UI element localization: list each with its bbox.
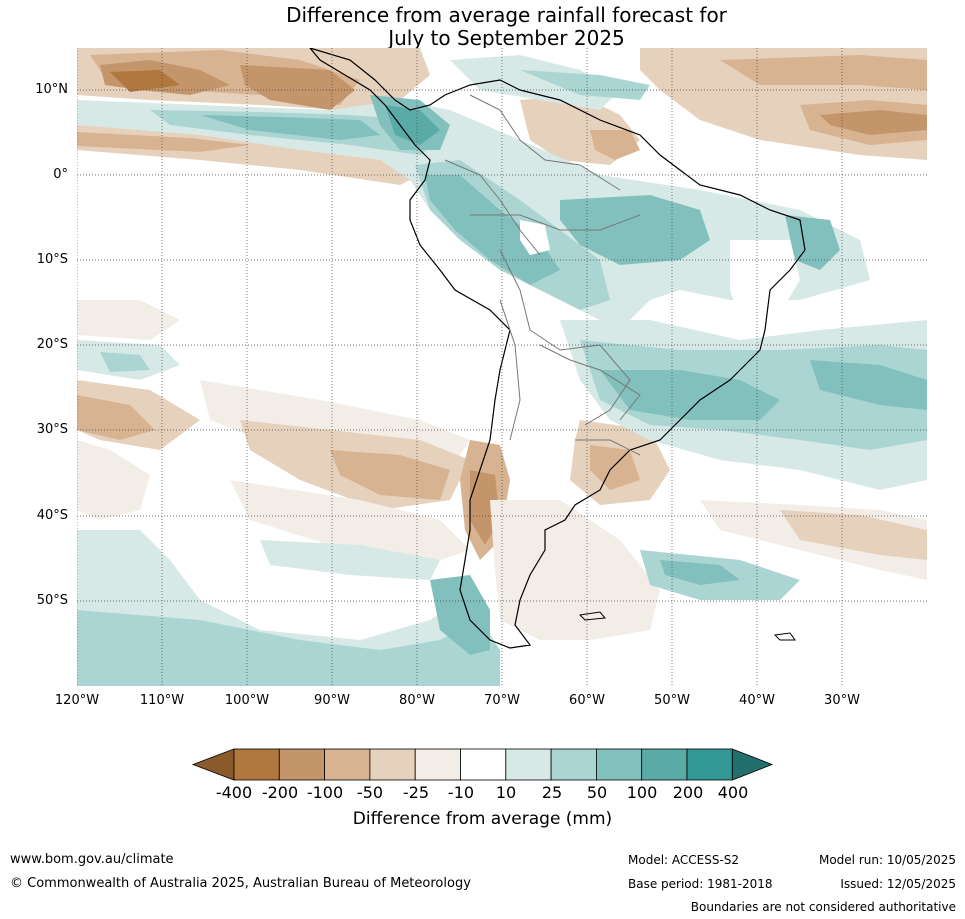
model-text: Model: ACCESS-S2	[628, 853, 740, 867]
colorbar-label: 100	[626, 783, 658, 802]
lon-label-90w: 90°W	[314, 693, 350, 708]
colorbar-swatch	[278, 748, 325, 781]
title-line-2: July to September 2025	[388, 26, 625, 50]
colorbar-swatch	[414, 748, 461, 781]
colorbar-swatch	[505, 748, 552, 781]
website-link[interactable]: www.bom.gov.au/climate	[10, 852, 174, 867]
colorbar-label: 50	[586, 783, 608, 802]
issued-text: Issued: 12/05/2025	[840, 877, 956, 891]
lat-label-50s: 50°S	[36, 593, 68, 608]
colorbar-swatch	[641, 748, 688, 781]
lon-label-110w: 110°W	[139, 693, 185, 708]
colorbar-swatch	[324, 748, 371, 781]
lon-label-80w: 80°W	[399, 693, 435, 708]
colorbar-label: -100	[306, 783, 344, 802]
lon-label-40w: 40°W	[739, 693, 775, 708]
lat-label-20s: 20°S	[36, 337, 68, 352]
lat-label-10s: 10°S	[36, 252, 68, 267]
lon-label-60w: 60°W	[569, 693, 605, 708]
lat-label-30s: 30°S	[36, 422, 68, 437]
colorbar-arrow-high	[731, 748, 774, 781]
colorbar-arrow-low	[191, 748, 235, 781]
lon-label-70w: 70°W	[484, 693, 520, 708]
disclaimer-text: Boundaries are not considered authoritat…	[690, 900, 956, 914]
lon-label-120w: 120°W	[54, 693, 100, 708]
lon-label-30w: 30°W	[824, 693, 860, 708]
lon-label-100w: 100°W	[224, 693, 270, 708]
coastline	[309, 48, 806, 649]
colorbar-label: -200	[261, 783, 299, 802]
colorbar-label: 400	[717, 783, 749, 802]
colorbar-swatch	[596, 748, 643, 781]
map-title: Difference from average rainfall forecas…	[80, 4, 933, 50]
colorbar-label: 10	[495, 783, 517, 802]
model-run-text: Model run: 10/05/2025	[818, 853, 956, 867]
colorbar-label: -50	[356, 783, 384, 802]
lon-label-50w: 50°W	[654, 693, 690, 708]
lat-label-10n: 10°N	[35, 82, 68, 97]
colorbar-label: 25	[541, 783, 563, 802]
colorbar-title: Difference from average (mm)	[352, 809, 613, 829]
colorbar-swatch	[686, 748, 733, 781]
lat-label-40s: 40°S	[36, 508, 68, 523]
colorbar-swatch	[460, 748, 507, 781]
graticule	[77, 48, 927, 686]
title-line-1: Difference from average rainfall forecas…	[286, 3, 727, 27]
colorbar-swatch	[550, 748, 597, 781]
base-period-text: Base period: 1981-2018	[628, 877, 773, 891]
colorbar-label: -400	[215, 783, 253, 802]
colorbar-label: -10	[447, 783, 475, 802]
colorbar-swatch	[233, 748, 280, 781]
colorbar-label: 200	[672, 783, 704, 802]
colorbar-label: -25	[402, 783, 430, 802]
copyright-text: © Commonwealth of Australia 2025, Austra…	[10, 876, 471, 891]
colorbar	[191, 748, 774, 781]
lat-label-0: 0°	[53, 167, 68, 182]
map-plot-area	[77, 48, 927, 686]
colorbar-swatch	[369, 748, 416, 781]
